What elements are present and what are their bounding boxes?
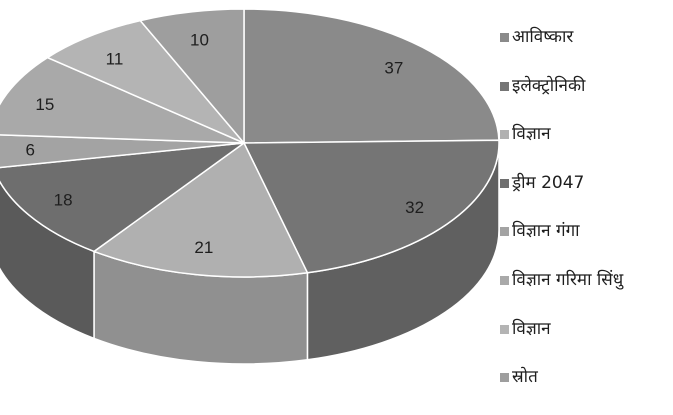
- legend-swatch: [500, 275, 509, 285]
- legend-swatch: [500, 324, 509, 334]
- legend-label: ड्रीम 2047: [512, 172, 585, 193]
- legend-item: विज्ञान गंगा: [500, 220, 623, 269]
- pie-slice-4: [0, 134, 245, 169]
- slice-value-label: 6: [25, 141, 34, 160]
- legend-swatch: [500, 227, 509, 237]
- legend-item: ड्रीम 2047: [500, 172, 623, 221]
- pie-slice-7: [138, 8, 245, 146]
- pie-slice-2: [92, 141, 309, 278]
- pie-slice-0: [243, 8, 500, 144]
- legend-label: विज्ञान: [512, 318, 551, 339]
- pie-top-slices: [0, 8, 500, 278]
- legend-swatch: [500, 33, 509, 42]
- slice-value-label: 10: [190, 30, 209, 49]
- legend-label: विज्ञान गरिमा सिंधु: [512, 269, 624, 290]
- slice-value-label: 15: [35, 95, 54, 114]
- slice-value-label: 21: [194, 238, 213, 257]
- legend-item: विज्ञान: [500, 123, 623, 172]
- pie-slice-5: [0, 56, 245, 144]
- legend-item: विज्ञान: [500, 318, 623, 367]
- pie-slice-6: [45, 19, 245, 144]
- chart-legend: आविष्कार इलेक्ट्रोनिकी विज्ञान ड्रीम 2047 वि…: [500, 26, 623, 415]
- pie-side-walls: [0, 142, 500, 365]
- slice-value-label: 18: [54, 191, 73, 210]
- slice-value-label: 11: [106, 50, 124, 69]
- legend-label: इलेक्ट्रोनिकी: [512, 75, 586, 96]
- legend-swatch: [500, 130, 509, 140]
- legend-item: स्रोत: [500, 366, 623, 415]
- legend-swatch: [500, 373, 509, 383]
- legend-label: स्रोत: [512, 367, 538, 388]
- legend-label: आविष्कार: [512, 27, 574, 47]
- legend-swatch: [500, 81, 509, 91]
- pie-slice-1: [242, 139, 500, 274]
- legend-item: विज्ञान गरिमा सिंधु: [500, 269, 623, 318]
- slice-value-label: 37: [384, 58, 403, 77]
- legend-item: इलेक्ट्रोनिकी: [500, 75, 623, 124]
- pie-slice-3: [0, 141, 247, 253]
- pie-data-labels: 37 32 21 18 6 15 11 10: [25, 30, 424, 257]
- legend-label: विज्ञान गंगा: [512, 221, 580, 242]
- legend-label: विज्ञान: [512, 124, 551, 145]
- legend-item: आविष्कार: [500, 26, 623, 75]
- slice-value-label: 32: [405, 198, 424, 217]
- legend-swatch: [500, 178, 509, 188]
